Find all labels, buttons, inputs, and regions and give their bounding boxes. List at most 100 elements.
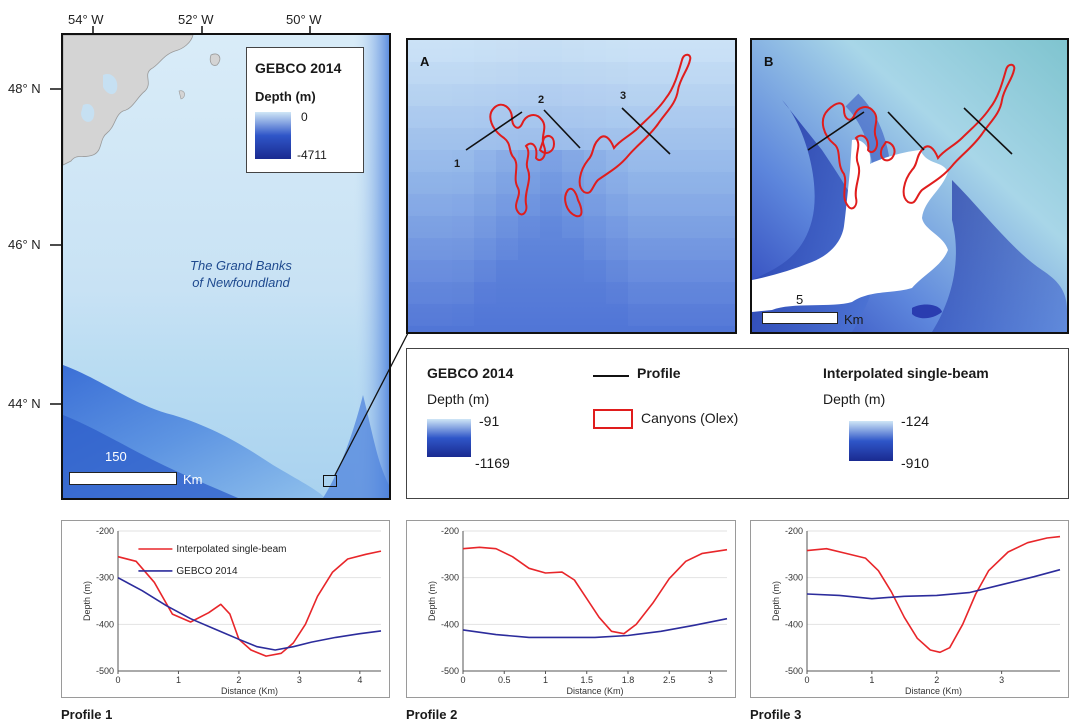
profile-2-title: Profile 2 [406,707,458,722]
legend-gebco-ramp [427,419,471,457]
profile-3-title: Profile 3 [750,707,802,722]
legend-interp-subtitle: Depth (m) [823,391,886,407]
x-tick-label: 1.8 [622,675,635,685]
legend-canyons-label: Canyons (Olex) [641,410,739,426]
x-tick-label: 2.5 [663,675,676,685]
y-tick-label: -200 [441,526,459,536]
legend-interp-title: Interpolated single-beam [823,365,989,381]
panel-a-map[interactable]: A 1 2 3 [406,38,737,334]
y-tick-label: -400 [441,619,459,629]
lat-label-44n: 44° N [8,396,41,411]
overview-legend-title: GEBCO 2014 [255,60,342,76]
legend-label: GEBCO 2014 [176,566,238,577]
y-tick-label: -500 [785,666,803,676]
legend-profile-label: Profile [637,365,681,381]
profile-2-panel: -200 -300 -400 -500 0 0.5 1 1.5 1.8 2.5 3 Distance … [406,520,736,698]
overview-legend-max: 0 [301,110,308,124]
place-label-line2: of Newfoundland [192,275,290,290]
lat-label-46n: 46° N [8,237,41,252]
legend-label: Interpolated single-beam [176,544,286,555]
series-line-0 [117,550,382,657]
x-tick-label: 2 [934,675,939,685]
study-area-box[interactable] [323,475,337,487]
overview-legend-subtitle: Depth (m) [255,89,316,104]
place-label: The Grand Banks of Newfoundland [181,257,301,291]
lon-label-50w: 50° W [286,12,322,27]
x-tick-label: 2 [236,675,241,685]
x-tick-label: 4 [357,675,362,685]
x-axis-label: Distance (Km) [221,686,278,696]
x-tick-label: 0.5 [498,675,511,685]
panel-b-canyons [821,63,1016,210]
y-tick-label: -300 [785,573,803,583]
y-axis-label: Depth (m) [427,581,437,621]
series-line-1 [117,576,382,651]
y-tick-label: -300 [96,573,114,583]
y-tick-label: -300 [441,573,459,583]
legend-interp-min: -910 [901,455,930,471]
y-tick-label: -400 [96,619,114,629]
x-tick-label: 3 [297,675,302,685]
profile-number-2: 2 [538,94,545,106]
profile-1-panel: -200 -300 -400 -500 0 1 2 3 4 Distance (Km) Depth … [61,520,390,698]
y-tick-label: -500 [441,666,459,676]
legend-gebco-subtitle: Depth (m) [427,391,490,407]
lon-label-54w: 54° W [68,12,104,27]
profile-number-3: 3 [620,90,627,102]
lat-label-48n: 48° N [8,81,41,96]
legend-canyons-symbol [593,409,633,429]
main-legend: GEBCO 2014 Depth (m) -91 -1169 Profile C… [406,348,1069,499]
overview-legend-ramp [255,112,291,159]
panel-a-pixel-cells [408,40,735,332]
panel-a-gebco-grid [408,40,735,332]
panel-b-interpolated-surface [752,40,1067,332]
x-tick-label: 0 [460,675,465,685]
x-axis-label: Distance (Km) [905,686,962,696]
x-tick-label: 1 [176,675,181,685]
series-line-1 [462,617,728,639]
lon-label-52w: 52° W [178,12,214,27]
overview-legend-min: -4711 [297,148,327,162]
x-tick-label: 1.5 [580,675,593,685]
legend-gebco-title: GEBCO 2014 [427,365,514,381]
x-axis-label: Distance (Km) [566,686,623,696]
legend-gebco-min: -1169 [475,455,510,471]
overview-map[interactable]: GEBCO 2014 Depth (m) 0 -4711 The Grand B… [61,33,391,500]
panel-b-map[interactable]: B 5 Km [750,38,1069,334]
x-tick-label: 3 [708,675,713,685]
panel-a-canyons [489,53,692,218]
panel-a-letter: A [420,54,430,69]
lon-tick-marks [92,26,311,34]
legend-profile-line-symbol [593,375,629,377]
legend-interp-max: -124 [901,413,930,429]
lat-tick-marks [50,88,62,405]
x-tick-label: 0 [115,675,120,685]
place-label-line1: The Grand Banks [190,258,292,273]
y-axis-label: Depth (m) [771,581,781,621]
series-line-0 [806,535,1061,654]
panel-b-profile-lines [807,107,1013,155]
series-line-0 [462,546,728,635]
overview-scale-unit: Km [183,472,203,487]
series-line-1 [806,568,1061,600]
y-tick-label: -200 [785,526,803,536]
overview-legend: GEBCO 2014 Depth (m) 0 -4711 [246,47,364,173]
profile-1-title: Profile 1 [61,707,113,722]
y-tick-label: -200 [96,526,114,536]
profile-number-1: 1 [454,158,461,170]
x-tick-label: 3 [999,675,1004,685]
panel-a-profile-lines [465,107,671,155]
panel-b-scale-bar [762,312,838,324]
y-tick-label: -400 [785,619,803,629]
overview-scale-bar [69,472,177,485]
legend-gebco-max: -91 [479,413,500,429]
panel-b-scale-unit: Km [844,312,864,327]
legend-interp-ramp [849,421,893,461]
profile-3-panel: -200 -300 -400 -500 0 1 2 3 Distance (Km) Depth (… [750,520,1069,698]
x-tick-label: 1 [543,675,548,685]
y-tick-label: -500 [96,666,114,676]
overview-scale-value: 150 [105,449,127,464]
